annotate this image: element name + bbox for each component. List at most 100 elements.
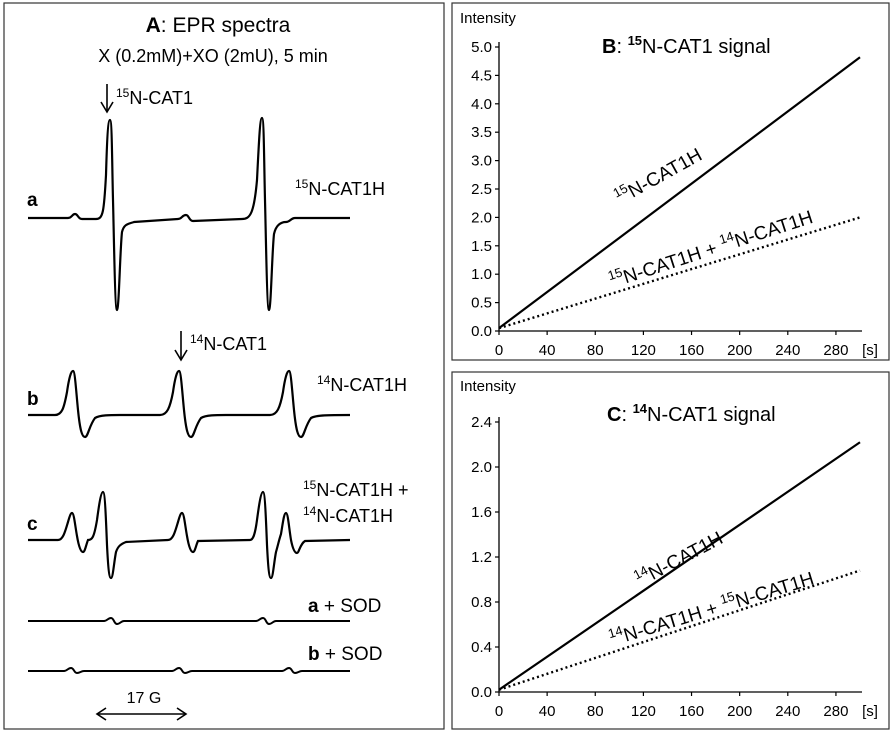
chart-b-ytick-label: 4.5 (471, 67, 492, 84)
chart-c-ytick-label: 1.6 (471, 504, 492, 521)
marker-15-arrowhead (100, 101, 114, 114)
chart-b-xtick-label: 120 (631, 342, 656, 359)
marker-14-label: 14N-CAT1 (190, 332, 267, 354)
trace-a-label-sup: 15 (295, 177, 309, 191)
epr-trace-c (28, 490, 351, 580)
scale-bar-right-arrowhead (176, 707, 188, 721)
chart-b-series-1-label-text1: N-CAT1H (625, 145, 706, 203)
trace-a-label: 15N-CAT1H (295, 177, 385, 199)
scale-bar-label: 17 G (127, 690, 162, 707)
chart-b-xtick-label: 280 (823, 342, 848, 359)
chart-b-xtick-label: 240 (775, 342, 800, 359)
marker-15-text: N-CAT1 (129, 88, 193, 108)
trace-b-sod-text: + SOD (320, 644, 383, 665)
chart-b-ytick-label: 2.0 (471, 209, 492, 226)
chart-b-series-solid-line (498, 56, 861, 330)
chart-b-series-dotted-line (498, 216, 861, 330)
chart-c-xtick-label: 80 (587, 703, 604, 720)
chart-b-xtick-label: 40 (539, 342, 556, 359)
chart-c-series-1-label-text1: N-CAT1H (645, 528, 726, 585)
chart-c-ytick-label: 0.4 (471, 639, 492, 656)
chart-c-title: C: 14N-CAT1 signal (607, 401, 776, 426)
chart-b-xtick-label: 160 (679, 342, 704, 359)
chart-c-xtick-label: 40 (539, 703, 556, 720)
chart-b-ytick-label: 0.0 (471, 323, 492, 340)
panel-a-letter: A (146, 14, 161, 37)
trace-b-sod-label: b + SOD (308, 644, 382, 665)
chart-c-title-sep: : (621, 404, 632, 426)
marker-14-sup: 14 (190, 332, 204, 346)
chart-b-ytick-label: 3.0 (471, 153, 492, 170)
chart-b-title-sep: : (616, 36, 627, 58)
chart-b-series-1-label: 15N-CAT1H (610, 141, 706, 209)
chart-c-ytick-label: 1.2 (471, 549, 492, 566)
chart-b: 0.0 0.5 1.0 1.5 2.0 2.5 3.0 3.5 4.0 4.5 5.0 0 40 80 12… (460, 10, 878, 359)
chart-c-y-label: Intensity (460, 378, 516, 395)
chart-c-series-2-label-text2: N-CAT1H (733, 569, 817, 613)
panel-a-title-text: : EPR spectra (161, 14, 291, 37)
chart-c-xtick-label: 200 (727, 703, 752, 720)
chart-c-title-letter: C (607, 404, 621, 426)
scale-bar-left-arrowhead (95, 707, 107, 721)
chart-c-series-1-label-sup1: 14 (631, 563, 651, 583)
marker-15-sup: 15 (116, 86, 130, 100)
chart-b-title: B: 15N-CAT1 signal (602, 33, 771, 58)
chart-b-title-letter: B (602, 36, 616, 58)
chart-c-series-solid-line (498, 441, 861, 691)
chart-b-y-label: Intensity (460, 10, 516, 27)
chart-b-series-2-label-sup1: 15 (606, 265, 624, 284)
marker-14-arrowhead (174, 349, 188, 362)
trace-a-sod-text: + SOD (319, 596, 382, 617)
chart-b-xtick-label: 0 (495, 342, 503, 359)
trace-c-label2-sup: 14 (303, 504, 317, 518)
trace-a-label-text: N-CAT1H (308, 179, 385, 199)
chart-c-title-sup: 14 (633, 401, 648, 416)
chart-c-ytick-label: 2.4 (471, 414, 492, 431)
chart-b-series-2-label: 15N-CAT1H + 14N-CAT1H (606, 203, 816, 292)
chart-b-ytick-label: 0.5 (471, 295, 492, 312)
trace-c-label2-text: N-CAT1H (316, 506, 393, 526)
chart-b-ytick-label: 1.0 (471, 266, 492, 283)
chart-b-series-1-label-sup1: 15 (610, 180, 630, 200)
chart-b-series-2-label-sup2: 14 (717, 228, 735, 247)
trace-b-letter: b (27, 389, 39, 410)
trace-b-label-sup: 14 (317, 373, 331, 387)
chart-b-xtick-label: 80 (587, 342, 604, 359)
trace-b-label: 14N-CAT1H (317, 373, 407, 395)
chart-c-ytick-label: 2.0 (471, 459, 492, 476)
marker-14-text: N-CAT1 (203, 334, 267, 354)
panel-b-frame (451, 2, 890, 361)
chart-b-title-sup: 15 (628, 33, 642, 48)
chart-c-series-1-label: 14N-CAT1H (631, 525, 727, 592)
chart-c-series-2-label-sup2: 15 (718, 588, 736, 607)
chart-b-ytick-label: 3.5 (471, 124, 492, 141)
panel-a-subtitle: X (0.2mM)+XO (2mU), 5 min (98, 46, 328, 66)
panel-a-frame (3, 2, 445, 730)
chart-b-series-2-label-text2: N-CAT1H (732, 207, 815, 252)
chart-b-title-text: N-CAT1 signal (642, 36, 771, 58)
marker-15-label: 15N-CAT1 (116, 86, 193, 108)
epr-trace-b (28, 369, 351, 439)
chart-c-title-text: N-CAT1 signal (647, 404, 776, 426)
trace-c-letter: c (27, 514, 38, 535)
trace-b-label-text: N-CAT1H (330, 375, 407, 395)
epr-trace-b-sod (28, 666, 350, 675)
chart-c-xtick-label: 240 (775, 703, 800, 720)
chart-c-xtick-label: 120 (631, 703, 656, 720)
chart-c-series-2-label-text1: N-CAT1H + (621, 596, 725, 646)
trace-b-sod-letter: b (308, 644, 320, 665)
chart-c-xtick-label: 160 (679, 703, 704, 720)
trace-c-label1-text: N-CAT1H + (316, 480, 408, 500)
trace-c-label-line2: 14N-CAT1H (303, 504, 393, 526)
chart-c-series-dotted-line (498, 569, 861, 691)
chart-c-ytick-label: 0.8 (471, 594, 492, 611)
trace-a-sod-label: a + SOD (308, 596, 381, 617)
trace-a-letter: a (27, 190, 38, 211)
epr-trace-a (28, 116, 350, 312)
panel-a-title: A: EPR spectra (146, 14, 291, 37)
chart-b-xtick-label: 200 (727, 342, 752, 359)
trace-a-sod-letter: a (308, 596, 319, 617)
chart-c-series-2-label-sup1: 14 (606, 623, 624, 642)
chart-b-ytick-label: 1.5 (471, 238, 492, 255)
